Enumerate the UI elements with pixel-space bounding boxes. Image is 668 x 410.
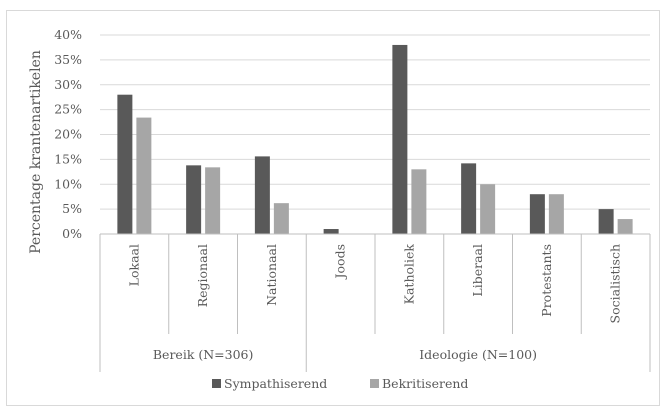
category-label: Socialistisch (608, 244, 623, 323)
y-tick-label: 0% (62, 226, 82, 241)
category-label: Joods (333, 244, 348, 280)
bar-bekritiserend-regionaal (205, 167, 221, 234)
category-label: Katholiek (401, 244, 416, 305)
axes (99, 233, 651, 372)
y-tick-label: 35% (54, 52, 82, 67)
bar-sympathiserend-nationaal (254, 156, 270, 234)
group-label: Bereik (N=306) (153, 347, 254, 362)
bar-bekritiserend-nationaal (273, 203, 289, 234)
legend-swatch (370, 379, 379, 388)
group-label: Ideologie (N=100) (419, 347, 537, 362)
y-tick-label: 10% (54, 176, 82, 191)
bar-sympathiserend-lokaal (117, 94, 133, 234)
bar-sympathiserend-socialistisch (598, 209, 614, 234)
gridlines (100, 34, 650, 210)
y-tick-label: 40% (54, 27, 82, 42)
legend-swatch (212, 379, 221, 388)
y-tick-label: 20% (54, 127, 82, 142)
bar-sympathiserend-protestants (529, 194, 545, 234)
bar-sympathiserend-regionaal (186, 165, 202, 234)
bar-bekritiserend-socialistisch (617, 219, 633, 234)
category-label: Regionaal (195, 244, 210, 307)
legend-label: Sympathiserend (224, 376, 327, 391)
y-tick-label: 15% (54, 151, 82, 166)
y-tick-label: 30% (54, 77, 82, 92)
bar-bekritiserend-katholiek (411, 169, 427, 234)
y-tick-label: 25% (54, 102, 82, 117)
category-label: Liberaal (470, 244, 485, 297)
bar-sympathiserend-katholiek (392, 44, 408, 235)
y-tick-label: 5% (62, 201, 82, 216)
y-tick-labels: 0% 5% 10% 15% 20% 25% 30% 35% 40% (54, 27, 82, 241)
bar-sympathiserend-liberaal (461, 163, 477, 234)
category-label: Nationaal (264, 244, 279, 306)
category-labels: Lokaal Regionaal Nationaal Joods Katholiek Li… (126, 244, 622, 324)
bar-bekritiserend-lokaal (136, 117, 152, 234)
bar-bekritiserend-protestants (548, 194, 564, 234)
y-axis-label: Percentage krantenartikelen (28, 50, 44, 254)
group-labels: Bereik (N=306) Ideologie (N=100) (153, 347, 537, 362)
category-label: Protestants (539, 244, 554, 317)
bar-sympathiserend-joods (323, 229, 339, 234)
legend-label: Bekritiserend (382, 376, 468, 391)
bars (117, 44, 633, 235)
bar-bekritiserend-liberaal (480, 184, 496, 234)
category-label: Lokaal (126, 244, 141, 286)
legend: Sympathiserend Bekritiserend (212, 376, 468, 391)
